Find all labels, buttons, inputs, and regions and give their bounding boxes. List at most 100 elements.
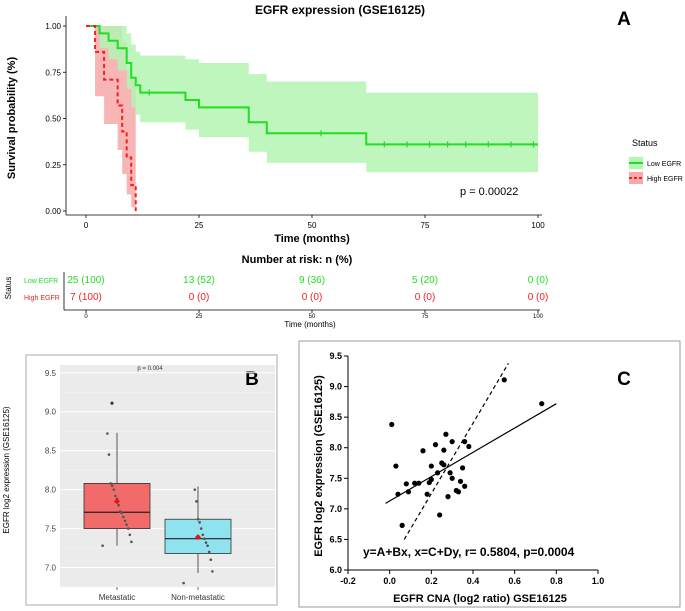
- box-data-point: [117, 503, 120, 507]
- risk-table-title: Number at risk: n (%): [242, 254, 353, 266]
- scatter-point: [432, 442, 439, 448]
- scatter-x-tick-label: 0.4: [467, 576, 480, 586]
- scatter-point: [416, 480, 422, 486]
- box-data-point: [126, 527, 130, 530]
- box-data-point: [118, 510, 122, 513]
- risk-row-label-low: Low EGFR: [24, 278, 58, 285]
- scatter-point: [539, 401, 545, 407]
- km-ci-band-low: [86, 26, 538, 173]
- legend-low-label: Low EGFR: [647, 161, 681, 168]
- box-y-tick-label: 8.5: [45, 447, 57, 456]
- box-data-point: [112, 488, 116, 491]
- scatter-point: [457, 478, 464, 484]
- risk-x-tick-label: 50: [309, 314, 316, 320]
- panel-b-y-axis-label: EGFR log2 expression (GSE16125): [2, 406, 11, 534]
- box-mean-marker: [195, 534, 201, 541]
- box-data-point: [107, 453, 111, 456]
- scatter-point: [424, 491, 430, 497]
- box-data-point: [106, 432, 109, 435]
- box-data-point: [109, 482, 112, 485]
- legend-item-high-egfr: High EGFR: [629, 172, 683, 184]
- panel-c-frame: [298, 340, 681, 608]
- scatter-x-tick-label: -0.2: [340, 576, 356, 586]
- box-metastatic: [83, 482, 151, 529]
- scatter-y-tick-label: 9.0: [329, 382, 342, 392]
- km-ci-band-high: [86, 26, 136, 211]
- scatter-point: [445, 494, 451, 500]
- km-x-tick-label: 75: [421, 221, 430, 230]
- scatter-point: [455, 489, 462, 495]
- box-y-tick-label: 9.0: [45, 408, 57, 417]
- box-data-point: [182, 581, 185, 585]
- panel-b-pvalue: p = 0.004: [137, 366, 163, 372]
- scatter-y-tick-label: 8.5: [329, 412, 342, 422]
- risk-table-y-label: Status: [4, 277, 13, 300]
- scatter-point: [405, 489, 412, 495]
- scatter-y-tick-label: 9.5: [329, 351, 342, 361]
- km-curve-low: [86, 25, 538, 146]
- box-data-point: [125, 523, 128, 526]
- scatter-y-tick-label: 6.0: [329, 565, 342, 575]
- panel-c-x-axis-label: EGFR CNA (log2 ratio) GSE16125: [393, 593, 567, 605]
- scatter-point: [403, 481, 409, 487]
- box-data-point: [122, 515, 125, 519]
- scatter-point: [428, 463, 434, 469]
- box-data-point: [203, 537, 206, 541]
- risk-cell-low: 25 (100): [67, 275, 104, 286]
- scatter-point: [437, 512, 443, 518]
- box-data-point: [130, 540, 133, 544]
- panel-c-annotation: y=A+Bx, x=C+Dy, r= 0.5804, p=0.0004: [363, 545, 575, 559]
- km-y-tick-label: 0.25: [45, 161, 61, 170]
- scatter-fit-line-dashed: [403, 363, 509, 540]
- scatter-point: [399, 522, 405, 528]
- risk-x-tick-label: 100: [533, 314, 544, 320]
- box-y-tick-label: 7.0: [45, 564, 57, 573]
- box-outlier-point: [110, 401, 114, 405]
- scatter-x-tick-label: 0.6: [508, 576, 521, 586]
- box-y-tick-label: 9.5: [45, 369, 57, 378]
- box-data-point: [123, 519, 127, 523]
- risk-table-values: 25 (100) 13 (52) 9 (36) 5 (20) 0 (0) 7 (100) 0…: [67, 275, 548, 320]
- legend-item-low-egfr: Low EGFR: [629, 157, 681, 169]
- risk-cell-low: 5 (20): [412, 275, 438, 286]
- scatter-y-tick-label: 6.5: [329, 534, 342, 544]
- km-curves-layer: [86, 25, 538, 211]
- risk-x-tick-label: 25: [196, 314, 203, 320]
- scatter-x-tick-label: 0.0: [383, 576, 396, 586]
- scatter-y-tick-label: 7.0: [329, 504, 342, 514]
- box-y-tick-label: 8.0: [45, 486, 57, 495]
- panel-c-scatter: C EGFR log2 expression (GSE16125) EGFR C…: [298, 340, 681, 608]
- box-data-point: [201, 533, 205, 537]
- risk-x-tick-label: 0: [84, 314, 88, 320]
- box-mean-marker: [114, 498, 120, 505]
- km-x-tick-label: 25: [195, 221, 204, 230]
- panel-a-y-axis-label: Survival probability (%): [6, 57, 18, 180]
- scatter-point: [447, 470, 453, 476]
- scatter-point: [462, 439, 468, 445]
- risk-cell-high: 0 (0): [189, 292, 210, 303]
- scatter-point: [449, 439, 455, 445]
- scatter-point: [501, 377, 507, 383]
- box-data-point: [120, 511, 124, 515]
- risk-row-label-high: High EGFR: [24, 295, 60, 302]
- box-x-tick-label: Metastatic: [99, 593, 135, 602]
- risk-x-tick-label: 75: [422, 314, 429, 320]
- box-data-point: [196, 517, 200, 521]
- box-data-point: [209, 558, 213, 562]
- panel-a-km-plot: EGFR expression (GSE16125) A Survival pr…: [4, 3, 683, 329]
- panel-a-x-axis-label: Time (months): [274, 233, 350, 245]
- scatter-point: [428, 476, 434, 483]
- risk-cell-high: 0 (0): [415, 292, 436, 303]
- risk-table-x-label: Time (months): [284, 320, 336, 329]
- scatter-layer: -0.2 0.0 0.2 0.4 0.6 0.8 1.0 6.0 6.5 7.0 7.5 8.0 8.5…: [329, 351, 604, 586]
- box-data-point: [199, 527, 203, 530]
- risk-cell-high: 0 (0): [302, 292, 323, 303]
- legend-title: Status: [632, 138, 658, 148]
- box-y-tick-label: 7.5: [45, 525, 57, 534]
- box-data-point: [114, 494, 117, 498]
- panel-b-letter: B: [245, 369, 259, 390]
- km-y-tick-label: 0.50: [45, 115, 61, 124]
- box-data-point: [198, 521, 201, 524]
- km-axes: 0 25 50 75 100 0.00 0.25 0.50 0.75 1.00: [45, 16, 545, 230]
